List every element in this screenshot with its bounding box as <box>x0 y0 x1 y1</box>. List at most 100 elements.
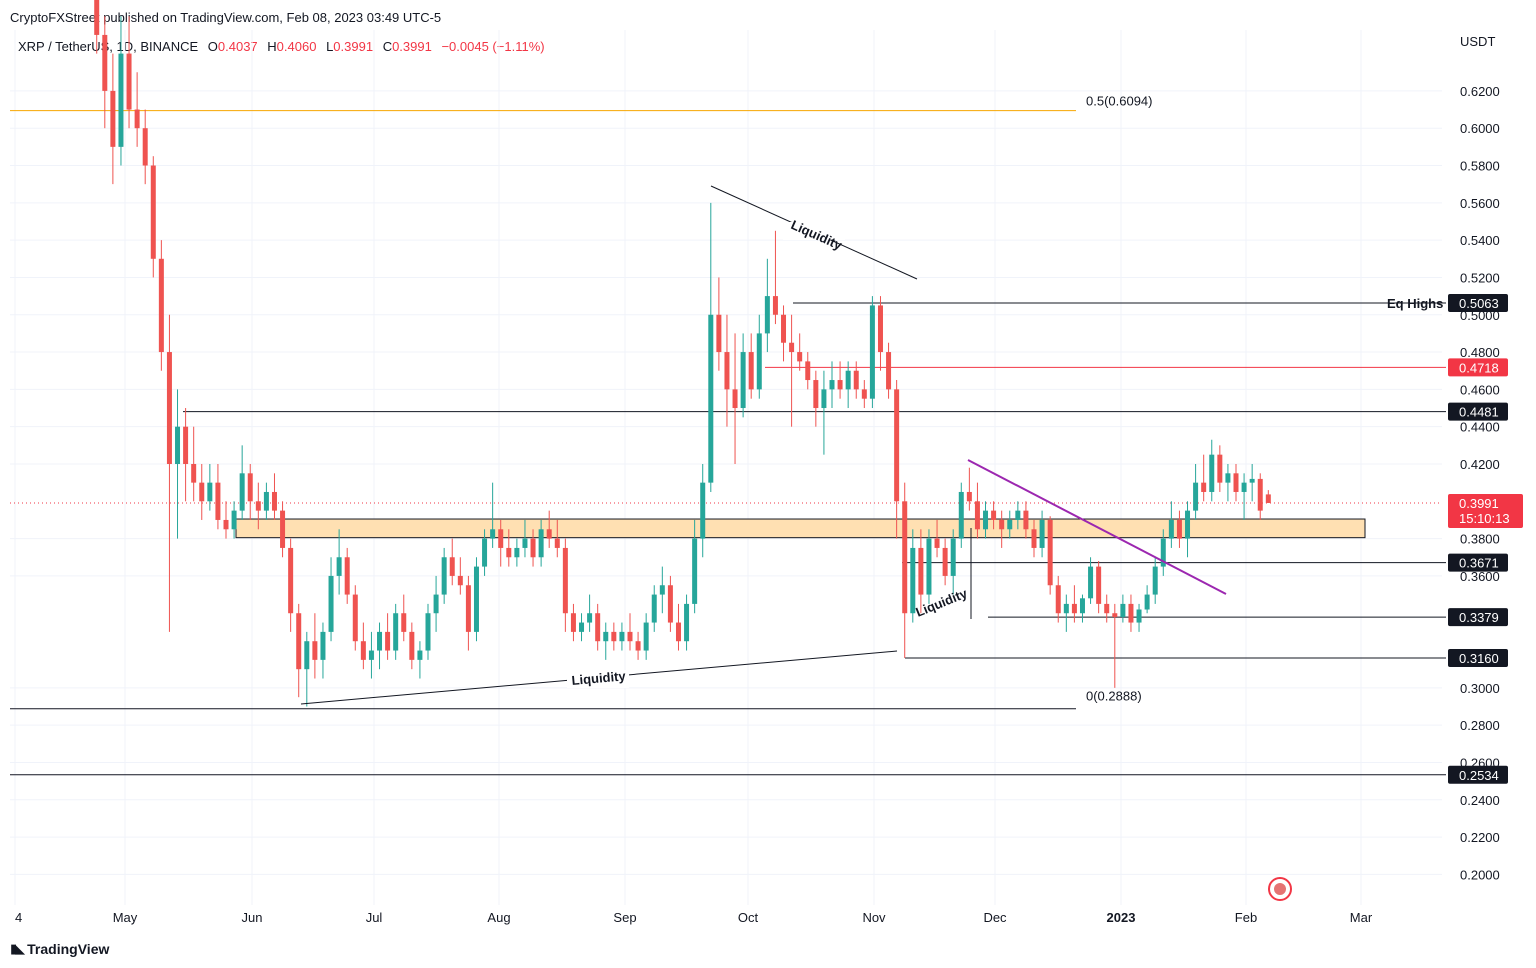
candle-body <box>255 501 261 511</box>
current-price-label: 0.3991 <box>1459 496 1499 511</box>
candle-body <box>1023 510 1029 530</box>
price-badge <box>1448 293 1508 312</box>
candle-body <box>902 501 908 614</box>
candle-body <box>1112 613 1118 617</box>
candle-body <box>102 34 108 91</box>
y-tick-label: 0.2800 <box>1460 718 1500 733</box>
candle-body <box>675 622 681 642</box>
candle-body <box>449 557 455 576</box>
candle-body <box>934 538 940 548</box>
fib-label: 0.5(0.6094) <box>1086 94 1153 109</box>
candle-body <box>659 585 665 595</box>
candles-layer <box>94 0 1271 707</box>
candle-body <box>837 380 843 390</box>
candle-body <box>1265 494 1271 503</box>
candle-body <box>118 53 124 147</box>
y-tick-label: 0.3600 <box>1460 569 1500 584</box>
symbol-name[interactable]: XRP / TetherUS, 1D, BINANCE <box>18 39 199 54</box>
y-tick-label: 0.4800 <box>1460 345 1500 360</box>
candle-body <box>797 352 803 362</box>
candle-body <box>183 426 189 464</box>
candle-body <box>94 0 100 35</box>
candle-body <box>1249 478 1255 483</box>
candle-body <box>708 314 714 483</box>
y-tick-label: 0.6000 <box>1460 121 1500 136</box>
candle-body <box>344 557 350 595</box>
fib-label: 0(0.2888) <box>1086 689 1142 704</box>
candle-body <box>417 650 423 660</box>
candle-body <box>692 538 698 604</box>
candle-body <box>603 631 609 642</box>
y-tick-label: 0.5800 <box>1460 159 1500 174</box>
candle-body <box>223 519 229 530</box>
tradingview-logo[interactable]: ▮◣ TradingView <box>10 941 109 957</box>
candle-body <box>271 491 277 511</box>
time-axis[interactable]: 4 May Jun Jul Aug Sep Oct Nov Dec 2023 Feb Mar <box>15 910 1373 925</box>
candle-body <box>1152 566 1158 595</box>
y-tick-label: 0.5600 <box>1460 196 1500 211</box>
price-badge-label: 0.3379 <box>1459 610 1499 625</box>
candle-body <box>1136 609 1142 623</box>
price-axis[interactable]: 0.6200 0.6000 0.5800 0.5600 0.5400 0.5200 0.50… <box>1460 34 1500 882</box>
candle-body <box>1193 482 1199 511</box>
candle-body <box>134 109 140 129</box>
candle-body <box>110 90 116 147</box>
candle-body <box>926 538 932 595</box>
candle-body <box>700 482 706 539</box>
candle-body <box>595 613 601 642</box>
candle-body <box>1160 538 1166 567</box>
candle-body <box>393 613 399 651</box>
candle-body <box>667 585 673 623</box>
candle-body <box>1233 473 1239 492</box>
y-tick-label: 0.5200 <box>1460 270 1500 285</box>
countdown-label: 15:10:13 <box>1459 511 1510 526</box>
current-price-badge <box>1448 493 1523 528</box>
candle-body <box>473 566 479 632</box>
high-value: 0.4060 <box>276 39 317 54</box>
candle-body <box>562 547 568 614</box>
candle-body <box>1241 482 1247 492</box>
symbol-info-row: XRP / TetherUS, 1D, BINANCE O0.4037 H0.4… <box>18 39 545 54</box>
candle-body <box>1120 603 1126 617</box>
candle-body <box>845 370 851 390</box>
descending-trendline <box>967 459 1227 595</box>
candle-body <box>740 352 746 409</box>
y-tick-label: 0.2400 <box>1460 793 1500 808</box>
candle-body <box>1104 603 1110 614</box>
x-tick-label: 4 <box>15 910 22 925</box>
candle-body <box>304 641 310 670</box>
x-tick-label: Feb <box>1235 910 1257 925</box>
candle-body <box>166 352 172 464</box>
candle-body <box>756 333 762 390</box>
candle-body <box>1071 603 1077 614</box>
candle-body <box>627 631 633 642</box>
y-tick-label: 0.3800 <box>1460 532 1500 547</box>
candle-body <box>263 491 269 511</box>
candle-body <box>1217 454 1223 483</box>
candle-body <box>126 53 132 110</box>
candle-body <box>320 631 326 660</box>
price-badge-label: 0.2534 <box>1459 768 1499 783</box>
price-badge-label: 0.3160 <box>1459 651 1499 666</box>
candle-body <box>1176 519 1182 539</box>
price-badge-label: 0.3671 <box>1459 556 1499 571</box>
candle-body <box>296 613 302 670</box>
candle-body <box>1128 603 1134 623</box>
candle-body <box>457 575 463 586</box>
candle-body <box>619 631 625 642</box>
close-value: 0.3991 <box>392 39 432 54</box>
candle-body <box>1209 454 1215 492</box>
x-tick-label: Sep <box>613 910 636 925</box>
y-tick-label: 0.4600 <box>1460 382 1500 397</box>
candle-body <box>983 510 989 530</box>
candle-body <box>401 613 407 632</box>
candle-body <box>498 529 504 548</box>
price-badges: 0.5063 0.4718 0.4481 0.3671 0.3379 0.3160 0.25… <box>1448 293 1523 784</box>
candle-body <box>247 473 253 502</box>
candle-body <box>732 389 738 409</box>
price-badge-label: 0.5063 <box>1459 296 1499 311</box>
candle-body <box>546 529 552 539</box>
candle-body <box>441 557 447 595</box>
